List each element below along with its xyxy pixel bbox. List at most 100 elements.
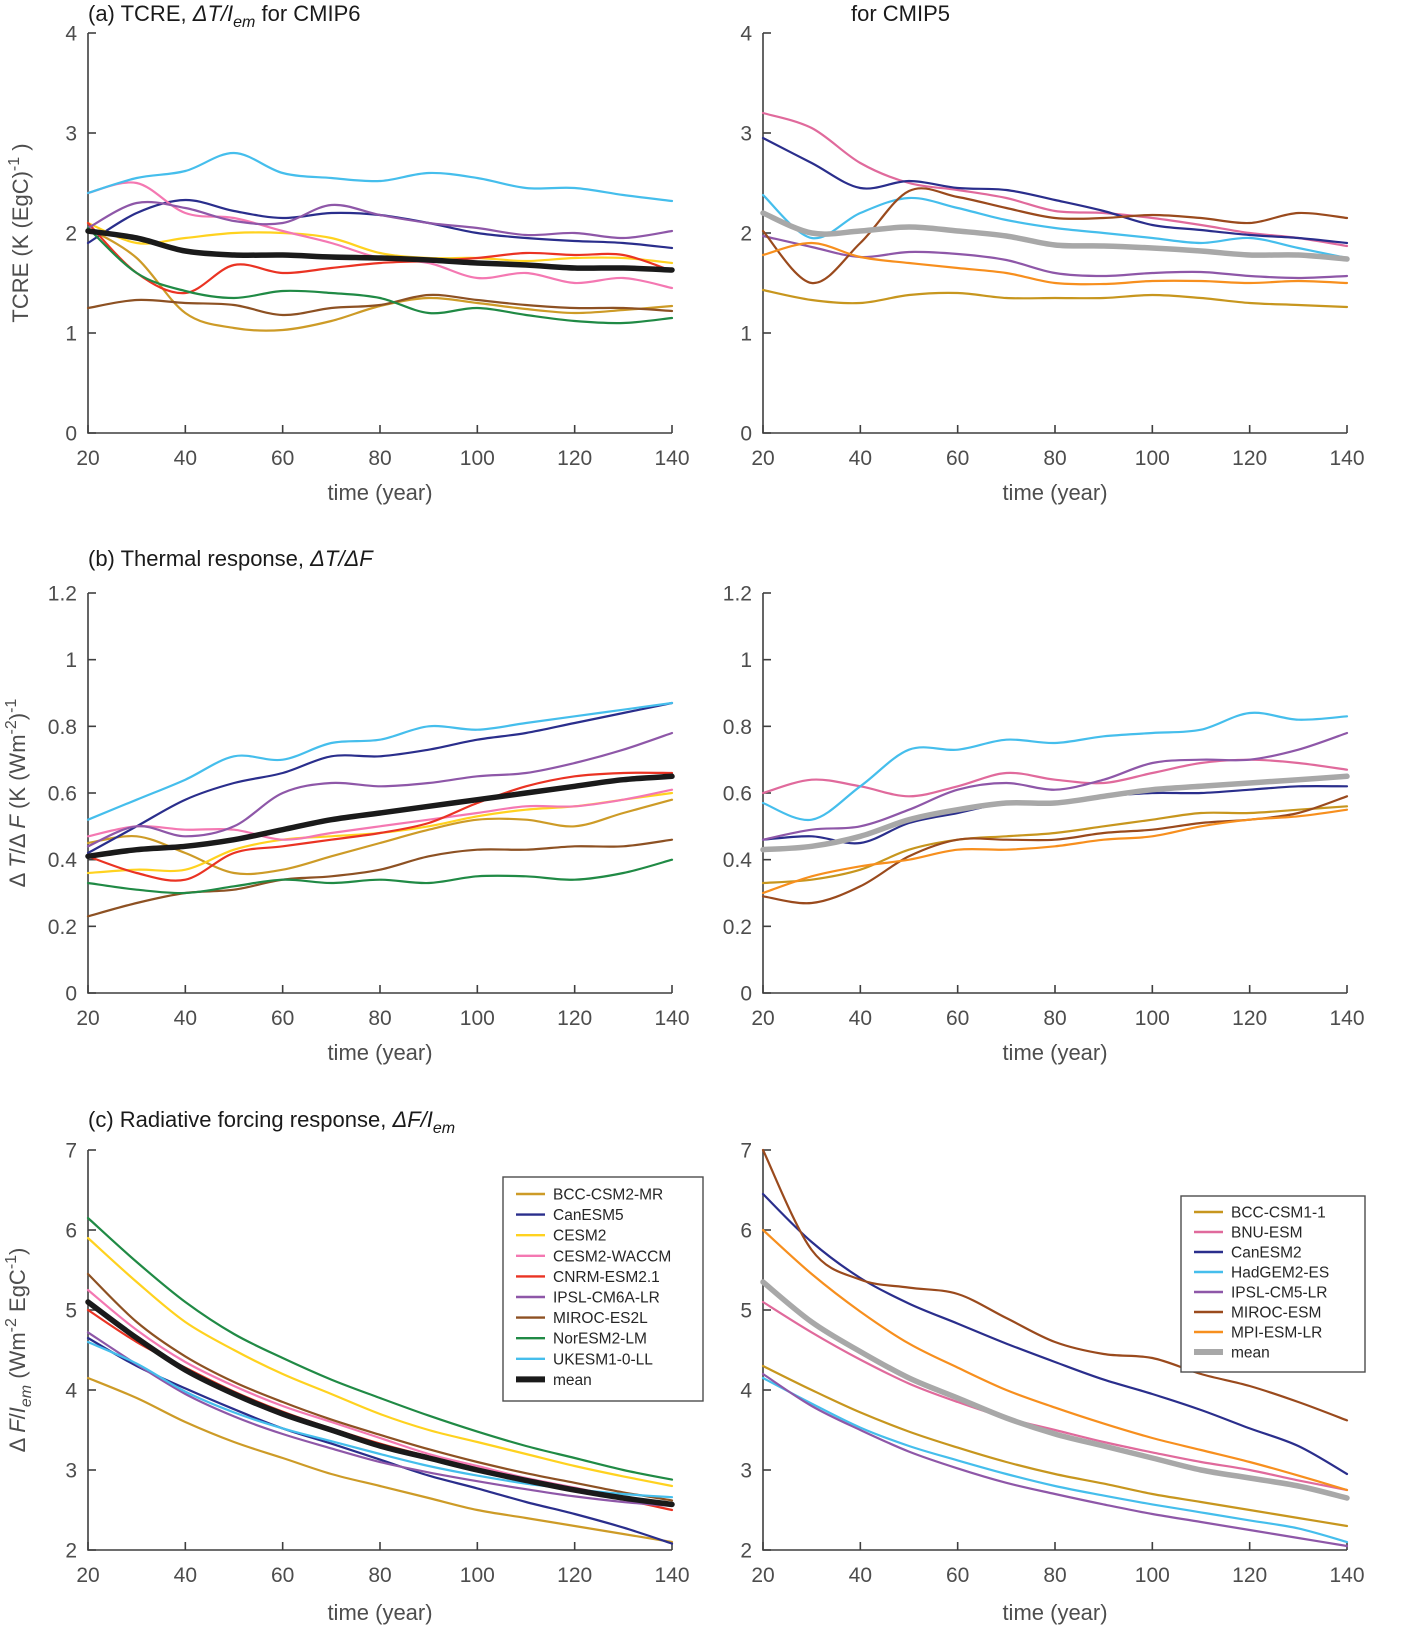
legend-label: BCC-CSM1-1 <box>1231 1205 1326 1222</box>
y-tick-label: 6 <box>65 1220 77 1243</box>
series-IPSL-CM5-LR <box>761 1372 1349 1548</box>
x-tick-label: 40 <box>849 447 872 470</box>
x-tick-label: 80 <box>368 447 391 470</box>
panel-b-cmip6: 0 0.2 0.4 0.6 0.8 1 1.2 20 40 60 80 100 120 140 time (… <box>3 546 690 1065</box>
x-tick-label: 60 <box>271 1564 294 1587</box>
legend-label: mean <box>553 1372 592 1389</box>
legend-label: IPSL-CM5-LR <box>1231 1285 1327 1302</box>
y-tick-label: 1 <box>740 323 752 346</box>
x-tick-label: 60 <box>271 447 294 470</box>
x-tick-label: 60 <box>946 1564 969 1587</box>
y-tick-label: 0.2 <box>723 916 752 939</box>
legend-label: NorESM2-LM <box>553 1331 647 1348</box>
y-axis-label: Δ T/Δ F (K (Wm-2)-1 <box>3 699 30 888</box>
series-MPI-ESM-LR <box>761 808 1349 895</box>
series-MPI-ESM-LR <box>761 241 1349 286</box>
y-tick-label: 2 <box>740 223 752 246</box>
x-tick-label: 40 <box>174 447 197 470</box>
legend-label: IPSL-CM6A-LR <box>553 1290 660 1307</box>
series-IPSL-CM6A-LR <box>86 1331 674 1508</box>
x-axis-label: time (year) <box>1002 480 1107 505</box>
x-tick-label: 100 <box>1135 447 1170 470</box>
y-tick-label: 0 <box>65 983 77 1006</box>
y-tick-label: 1.2 <box>48 583 77 606</box>
y-tick-label: 1 <box>65 323 77 346</box>
x-tick-label: 140 <box>1329 1007 1364 1030</box>
legend-label: CNRM-ESM2.1 <box>553 1269 660 1286</box>
series-mean <box>760 773 1350 853</box>
y-tick-label: 0 <box>740 423 752 446</box>
y-tick-label: 1.2 <box>723 583 752 606</box>
y-tick-label: 0.2 <box>48 916 77 939</box>
series-HadGEM2-ES <box>761 193 1349 260</box>
y-tick-label: 6 <box>740 1220 752 1243</box>
x-tick-label: 20 <box>76 1007 99 1030</box>
y-tick-label: 7 <box>740 1140 752 1163</box>
series-CESM2-WACCM <box>86 788 674 841</box>
x-tick-label: 80 <box>1043 447 1066 470</box>
series-mean <box>85 228 675 273</box>
axes-frame <box>87 593 672 994</box>
series-IPSL-CM6A-LR <box>86 731 674 848</box>
legend-label: CESM2-WACCM <box>553 1248 671 1265</box>
series-CESM2 <box>86 221 674 265</box>
y-tick-label: 1 <box>65 649 77 672</box>
x-tick-label: 20 <box>751 447 774 470</box>
legend-label: CanESM2 <box>1231 1245 1302 1262</box>
y-tick-label: 0.4 <box>723 849 753 872</box>
series-CanESM2 <box>761 1192 1349 1476</box>
legend-label: MIROC-ESM <box>1231 1305 1321 1322</box>
series-CESM2 <box>86 1236 674 1488</box>
y-tick-label: 0 <box>65 423 77 446</box>
y-tick-label: 4 <box>65 23 77 46</box>
series-BCC-CSM1-1 <box>761 288 1349 309</box>
panel-title: (b) Thermal response, ΔT/ΔF <box>88 546 374 571</box>
x-tick-label: 20 <box>76 447 99 470</box>
series-CanESM2 <box>761 136 1349 245</box>
series-UKESM1-0-LL <box>86 151 674 203</box>
y-tick-label: 0.4 <box>48 849 78 872</box>
series-UKESM1-0-LL <box>86 701 674 821</box>
x-tick-label: 60 <box>946 1007 969 1030</box>
x-tick-label: 60 <box>271 1007 294 1030</box>
panel-a-cmip6: 0 1 2 3 4 20 40 60 80 100 120 140 time (year) TCRE (K… <box>6 1 690 505</box>
x-tick-label: 80 <box>1043 1564 1066 1587</box>
x-tick-label: 140 <box>654 1564 689 1587</box>
x-tick-label: 80 <box>1043 1007 1066 1030</box>
x-tick-label: 120 <box>1232 1007 1267 1030</box>
x-axis-label: time (year) <box>327 480 432 505</box>
axes-frame <box>762 33 1347 434</box>
x-tick-label: 100 <box>460 1007 495 1030</box>
x-tick-label: 120 <box>1232 447 1267 470</box>
y-tick-label: 0.6 <box>48 783 77 806</box>
y-tick-label: 3 <box>740 123 752 146</box>
legend-label: mean <box>1231 1345 1270 1362</box>
series-mean <box>760 1279 1350 1501</box>
x-tick-label: 20 <box>751 1564 774 1587</box>
x-tick-label: 120 <box>1232 1564 1267 1587</box>
series-HadGEM2-ES <box>761 1376 1349 1544</box>
x-tick-label: 80 <box>368 1007 391 1030</box>
y-tick-label: 0.8 <box>48 716 77 739</box>
x-tick-label: 20 <box>76 1564 99 1587</box>
legend-c-cmip5: BCC-CSM1-1 BNU-ESM CanESM2 HadGEM2-ES IPSL-C… <box>1180 1195 1366 1373</box>
x-axis-label: time (year) <box>1002 1040 1107 1065</box>
y-axis-label: TCRE (K (EgC)-1 ) <box>6 143 33 322</box>
axes-frame <box>87 1150 672 1551</box>
axes-frame <box>87 33 672 434</box>
x-tick-label: 120 <box>557 447 592 470</box>
x-tick-label: 60 <box>946 447 969 470</box>
x-tick-label: 120 <box>557 1564 592 1587</box>
x-tick-label: 100 <box>1135 1564 1170 1587</box>
series-MPI-ESM-LR <box>761 1228 1349 1492</box>
y-tick-label: 2 <box>740 1540 752 1563</box>
panel-title: (a) TCRE, ΔT/Iem for CMIP6 <box>88 1 361 31</box>
x-axis-label: time (year) <box>327 1600 432 1625</box>
legend-label: CanESM5 <box>553 1207 624 1224</box>
legend-label: UKESM1-0-LL <box>553 1351 653 1368</box>
panel-b-cmip5: 0 0.2 0.4 0.6 0.8 1 1.2 20 40 60 80 100 120 140 time (… <box>723 583 1365 1066</box>
series-BNU-ESM <box>761 111 1349 248</box>
y-axis-label: Δ F/Iem (Wm-2 EgC-1) <box>3 1248 35 1453</box>
panel-c-cmip6: 2 3 4 5 6 7 20 40 60 80 100 120 140 time (year) Δ F/Ie… <box>3 1107 704 1625</box>
